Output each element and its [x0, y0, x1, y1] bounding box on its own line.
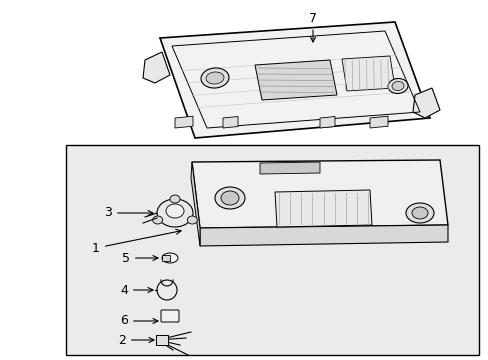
Ellipse shape	[201, 68, 228, 88]
Ellipse shape	[170, 195, 180, 203]
Text: 1: 1	[92, 229, 181, 255]
Bar	[66, 145, 478, 355]
Text: 2: 2	[118, 333, 154, 346]
Polygon shape	[160, 22, 429, 138]
Polygon shape	[412, 88, 439, 118]
Ellipse shape	[391, 81, 403, 90]
Polygon shape	[200, 225, 447, 246]
FancyBboxPatch shape	[161, 310, 179, 322]
Ellipse shape	[387, 78, 407, 94]
Ellipse shape	[411, 207, 427, 219]
Polygon shape	[319, 117, 334, 128]
Polygon shape	[175, 116, 193, 128]
Text: 6: 6	[120, 315, 158, 328]
Ellipse shape	[221, 191, 239, 205]
Ellipse shape	[165, 204, 183, 218]
Bar	[156, 335, 168, 345]
Polygon shape	[341, 56, 394, 91]
Polygon shape	[254, 60, 336, 100]
Text: 4: 4	[120, 284, 153, 297]
Polygon shape	[192, 160, 447, 228]
Ellipse shape	[205, 72, 224, 84]
Polygon shape	[274, 190, 371, 227]
Bar	[162, 255, 170, 261]
Text: 7: 7	[308, 12, 316, 42]
Polygon shape	[191, 162, 200, 246]
Ellipse shape	[162, 253, 178, 263]
Text: 5: 5	[122, 252, 158, 265]
Ellipse shape	[215, 187, 244, 209]
Ellipse shape	[405, 203, 433, 223]
Ellipse shape	[152, 216, 163, 224]
Polygon shape	[142, 52, 170, 83]
Ellipse shape	[187, 216, 197, 224]
Polygon shape	[223, 117, 238, 128]
Ellipse shape	[157, 199, 193, 227]
Polygon shape	[369, 116, 387, 128]
Text: 3: 3	[104, 207, 153, 220]
Polygon shape	[260, 162, 319, 174]
